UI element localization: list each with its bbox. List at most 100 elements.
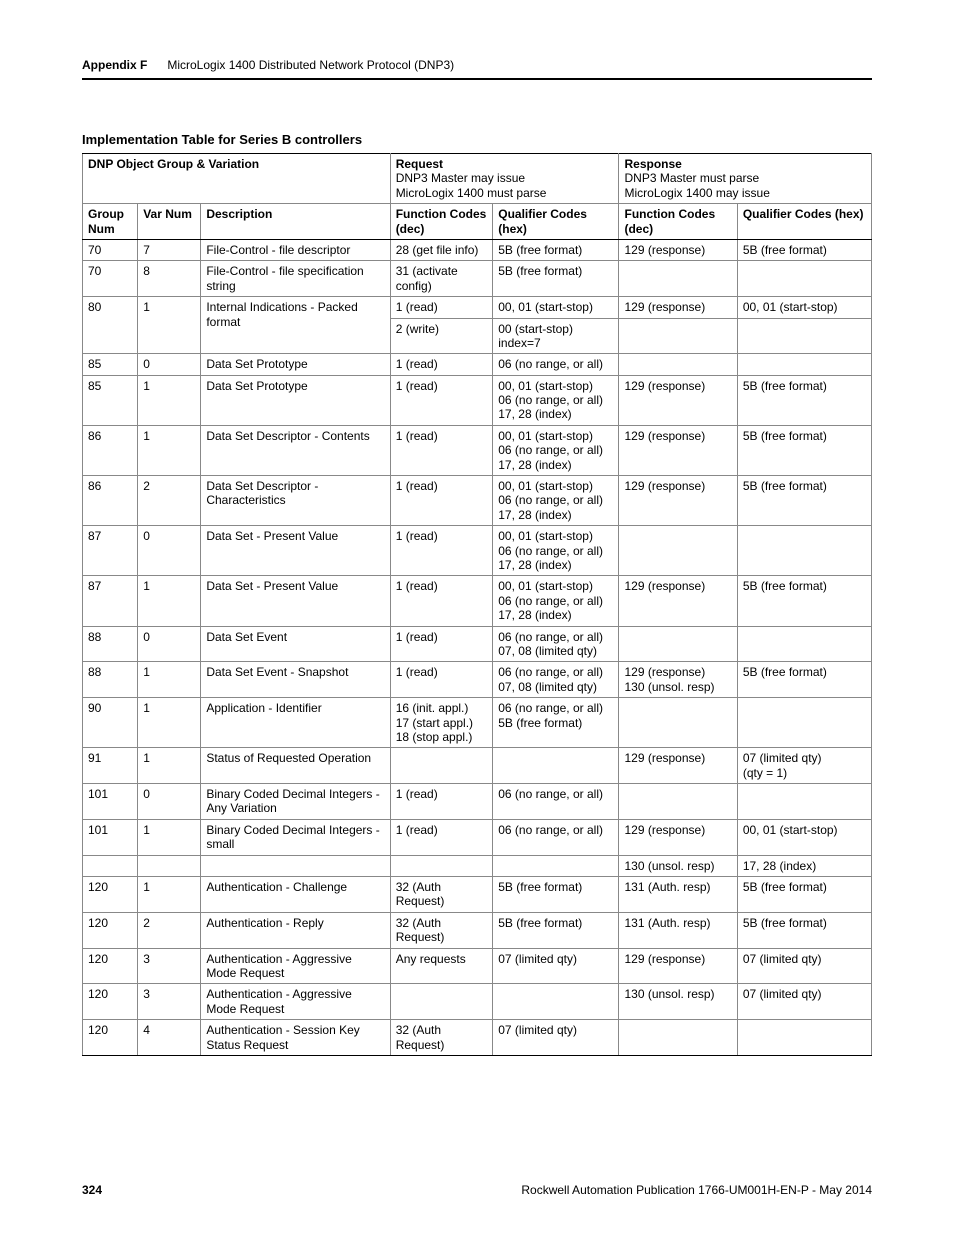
table-cell: 0 (138, 526, 201, 576)
table-cell: 32 (Auth Request) (390, 912, 493, 948)
table-cell (737, 318, 871, 354)
table-row: 1011Binary Coded Decimal Integers - smal… (83, 819, 872, 855)
table-cell: 0 (138, 626, 201, 662)
column-header: Var Num (138, 204, 201, 240)
table-cell: 17, 28 (index) (737, 855, 871, 876)
table-cell: Any requests (390, 948, 493, 984)
table-cell: 00, 01 (start-stop) 06 (no range, or all… (493, 476, 619, 526)
table-cell: 1 (read) (390, 662, 493, 698)
table-cell: 131 (Auth. resp) (619, 912, 737, 948)
column-header: Group Num (83, 204, 138, 240)
table-cell: 129 (response) (619, 297, 737, 318)
table-cell: 1 (138, 375, 201, 425)
table-cell: 1 (read) (390, 354, 493, 375)
appendix-label: Appendix F (82, 58, 147, 72)
table-cell: 88 (83, 626, 138, 662)
table-cell: 1 (read) (390, 819, 493, 855)
table-cell: 4 (138, 1020, 201, 1056)
table-cell: 5B (free format) (737, 576, 871, 626)
table-cell: 86 (83, 425, 138, 475)
table-cell: 00, 01 (start-stop) 06 (no range, or all… (493, 375, 619, 425)
table-cell: 87 (83, 576, 138, 626)
table-cell (737, 261, 871, 297)
table-cell: Authentication - Aggressive Mode Request (201, 948, 390, 984)
table-cell: 130 (unsol. resp) (619, 984, 737, 1020)
table-cell: 06 (no range, or all) (493, 354, 619, 375)
column-header: Function Codes (dec) (390, 204, 493, 240)
table-cell: 1 (138, 425, 201, 475)
table-cell: File-Control - file descriptor (201, 239, 390, 260)
table-cell: Status of Requested Operation (201, 748, 390, 784)
table-cell: 07 (limited qty) (qty = 1) (737, 748, 871, 784)
table-cell: 1 (138, 576, 201, 626)
running-header: Appendix F MicroLogix 1400 Distributed N… (82, 58, 872, 80)
table-cell (201, 855, 390, 876)
table-cell: 120 (83, 984, 138, 1020)
table-cell: Authentication - Challenge (201, 877, 390, 913)
table-row: 1202Authentication - Reply32 (Auth Reque… (83, 912, 872, 948)
table-row: 901Application - Identifier16 (init. app… (83, 698, 872, 748)
column-header: Qualifier Codes (hex) (493, 204, 619, 240)
table-cell: 120 (83, 877, 138, 913)
table-cell (737, 526, 871, 576)
table-cell: 00, 01 (start-stop) (493, 297, 619, 318)
table-cell: Data Set Event (201, 626, 390, 662)
table-cell: 1 (read) (390, 784, 493, 820)
table-cell: 129 (response) (619, 239, 737, 260)
table-cell (493, 984, 619, 1020)
table-cell: File-Control - file specification string (201, 261, 390, 297)
table-cell (737, 698, 871, 748)
table-cell: 5B (free format) (737, 375, 871, 425)
header-request-sub2: MicroLogix 1400 must parse (396, 186, 614, 200)
table-cell: 07 (limited qty) (493, 1020, 619, 1056)
implementation-table: DNP Object Group & Variation Request DNP… (82, 153, 872, 1056)
table-cell: 8 (138, 261, 201, 297)
table-cell: 3 (138, 948, 201, 984)
table-cell: 129 (response) (619, 425, 737, 475)
table-cell: 28 (get file info) (390, 239, 493, 260)
table-cell: 5B (free format) (737, 912, 871, 948)
table-cell: Binary Coded Decimal Integers - Any Vari… (201, 784, 390, 820)
table-cell: 1 (read) (390, 626, 493, 662)
table-row: 861Data Set Descriptor - Contents1 (read… (83, 425, 872, 475)
table-row: 881Data Set Event - Snapshot1 (read)06 (… (83, 662, 872, 698)
table-cell (493, 748, 619, 784)
table-cell: 129 (response) (619, 748, 737, 784)
table-cell (737, 626, 871, 662)
table-cell: 5B (free format) (737, 476, 871, 526)
table-cell (138, 855, 201, 876)
table-cell: 1 (138, 297, 201, 354)
table-cell: 1 (read) (390, 526, 493, 576)
header-response-sub2: MicroLogix 1400 may issue (624, 186, 866, 200)
table-cell: 129 (response) (619, 476, 737, 526)
header-response-title: Response (624, 157, 681, 171)
table-cell: 120 (83, 1020, 138, 1056)
table-cell: Data Set Event - Snapshot (201, 662, 390, 698)
table-cell: 1 (138, 877, 201, 913)
table-cell: 06 (no range, or all) 07, 08 (limited qt… (493, 626, 619, 662)
document-title: MicroLogix 1400 Distributed Network Prot… (167, 58, 454, 72)
table-cell (619, 526, 737, 576)
table-cell: Authentication - Reply (201, 912, 390, 948)
table-cell: 2 (write) (390, 318, 493, 354)
table-cell (619, 1020, 737, 1056)
table-cell: 0 (138, 784, 201, 820)
table-cell (493, 855, 619, 876)
table-cell (390, 748, 493, 784)
column-header: Qualifier Codes (hex) (737, 204, 871, 240)
table-cell: 70 (83, 261, 138, 297)
table-cell: 00, 01 (start-stop) 06 (no range, or all… (493, 526, 619, 576)
table-cell: 85 (83, 375, 138, 425)
table-cell: 1 (read) (390, 375, 493, 425)
table-cell (737, 1020, 871, 1056)
table-row: 1203Authentication - Aggressive Mode Req… (83, 984, 872, 1020)
table-cell (619, 354, 737, 375)
table-cell: 5B (free format) (737, 425, 871, 475)
table-cell: 86 (83, 476, 138, 526)
table-cell: 32 (Auth Request) (390, 1020, 493, 1056)
table-cell (737, 354, 871, 375)
table-cell: Data Set Prototype (201, 354, 390, 375)
table-cell: 06 (no range, or all) 07, 08 (limited qt… (493, 662, 619, 698)
table-cell: Application - Identifier (201, 698, 390, 748)
table-cell: 90 (83, 698, 138, 748)
